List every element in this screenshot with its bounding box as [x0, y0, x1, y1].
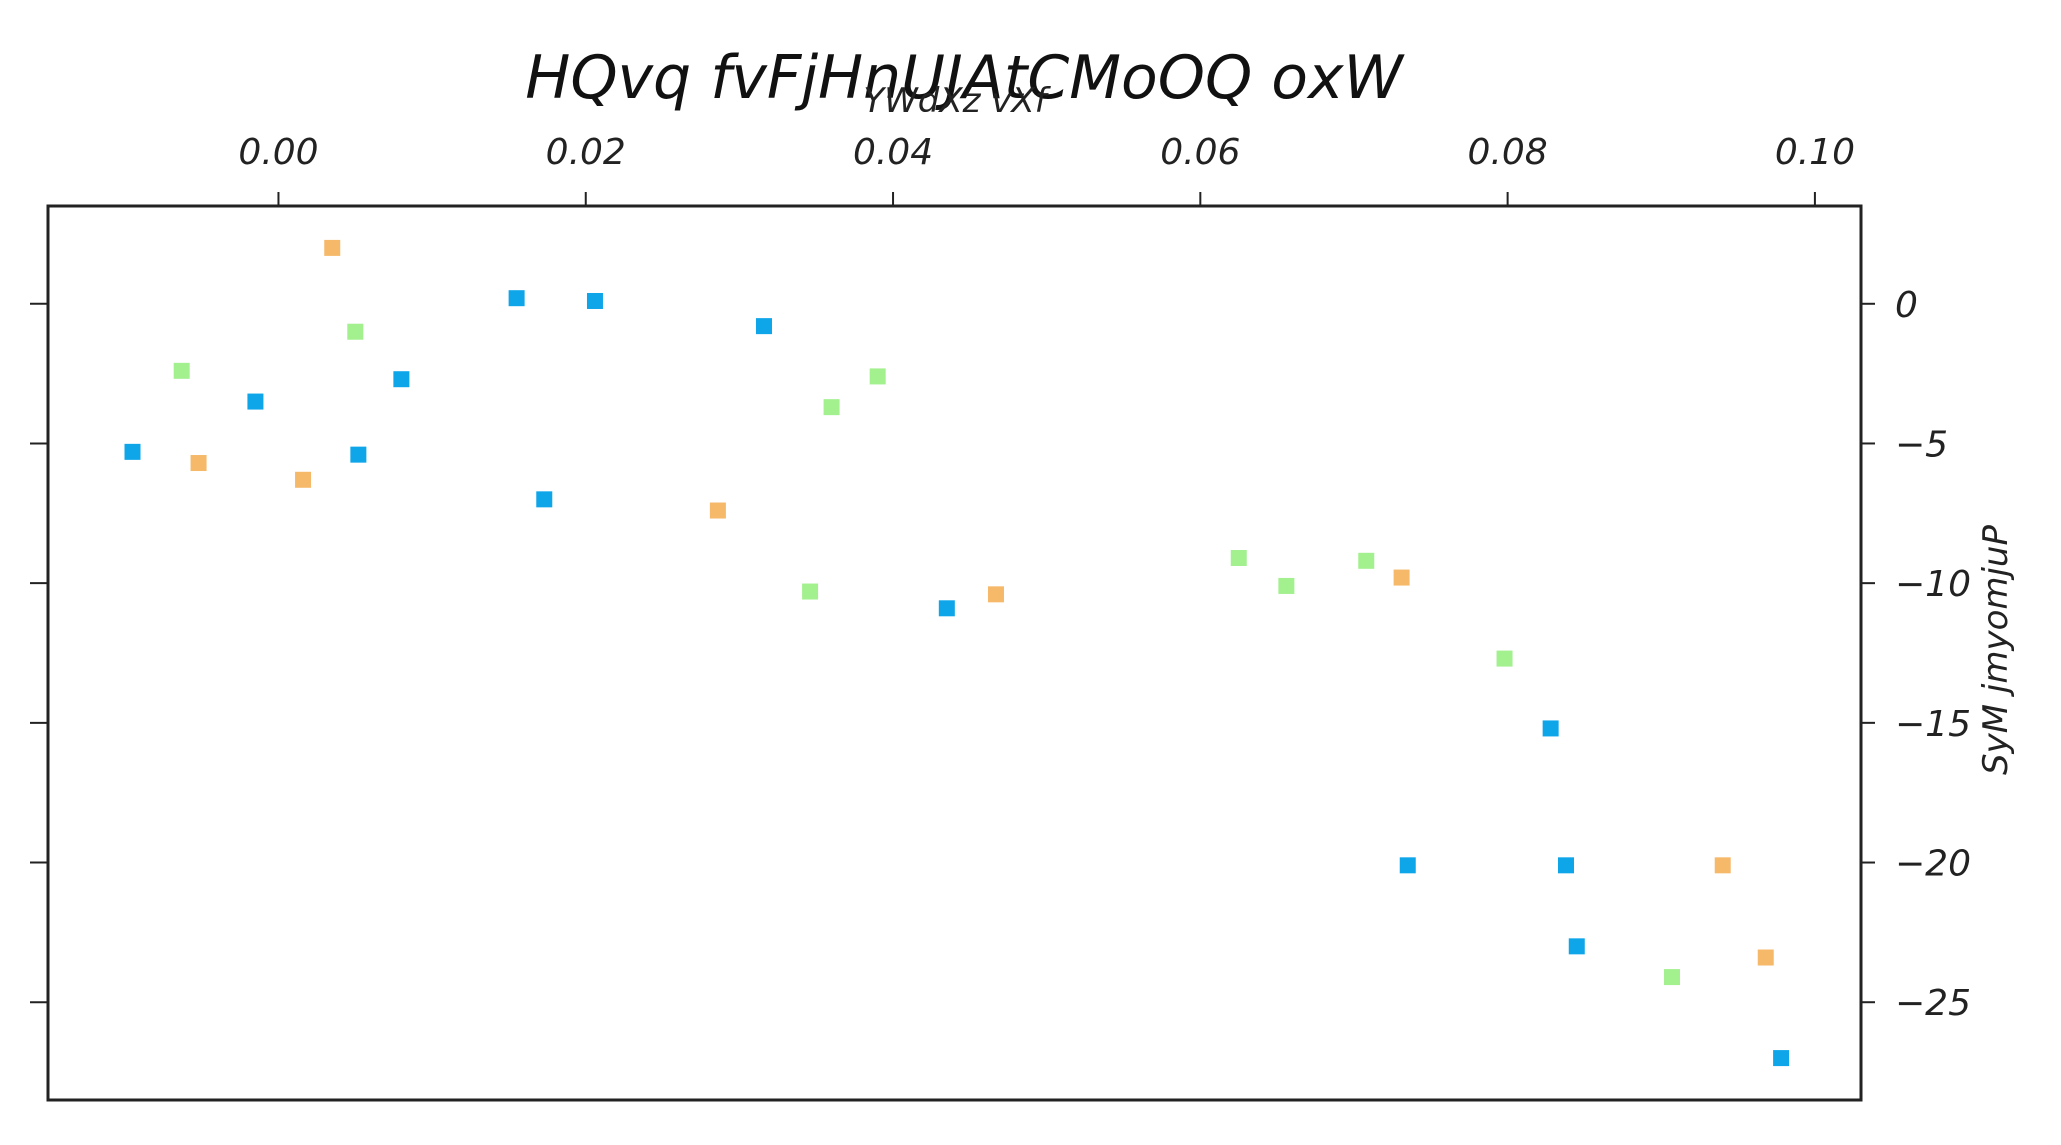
chart-title: HQvq fvFjHnUJAtCMoOQ oxW: [525, 43, 1405, 113]
data-point-series-1: [755, 318, 772, 335]
data-point-series-3: [173, 362, 190, 379]
data-point-series-1: [1399, 857, 1416, 874]
data-point-series-1: [1568, 938, 1585, 955]
data-point-series-1: [586, 292, 603, 309]
y-tick-label: −5: [1895, 424, 1948, 465]
data-points: [124, 239, 1790, 1067]
data-point-series-3: [1664, 969, 1681, 986]
y-tick-label: −25: [1895, 983, 1971, 1024]
data-point-series-1: [536, 491, 553, 508]
data-point-series-3: [347, 323, 364, 340]
x-tick-label: 0.00: [238, 132, 318, 173]
data-point-series-3: [802, 583, 819, 600]
x-tick-label: 0.08: [1468, 132, 1548, 173]
y-tick-label: −20: [1895, 844, 1971, 885]
data-point-series-1: [938, 600, 955, 617]
data-point-series-1: [508, 290, 525, 307]
data-point-series-3: [869, 368, 886, 385]
x-axis-label: YWdXz vXf: [863, 81, 1051, 121]
data-point-series-2: [1757, 949, 1774, 966]
data-point-series-2: [1393, 569, 1410, 586]
data-point-series-1: [1773, 1050, 1790, 1067]
data-point-series-2: [324, 239, 341, 256]
data-point-series-3: [1496, 650, 1513, 667]
data-point-series-2: [295, 471, 312, 488]
data-point-series-2: [709, 502, 726, 519]
data-point-series-2: [987, 586, 1004, 603]
data-point-series-2: [190, 455, 207, 472]
data-point-series-1: [350, 446, 367, 463]
y-tick-label: 0: [1895, 285, 1918, 326]
data-point-series-1: [124, 443, 141, 460]
y-axis-label: SyM jmyomjuP: [1976, 525, 2016, 775]
x-tick-label: 0.04: [853, 132, 933, 173]
data-point-series-3: [823, 399, 840, 416]
x-tick-label: 0.06: [1160, 132, 1240, 173]
data-point-series-1: [247, 393, 264, 410]
y-tick-label: −10: [1895, 564, 1971, 605]
data-point-series-2: [1714, 857, 1731, 874]
data-point-series-1: [1542, 720, 1559, 737]
x-tick-label: 0.02: [546, 132, 626, 173]
data-point-series-3: [1358, 552, 1375, 569]
x-tick-label: 0.10: [1775, 132, 1855, 173]
data-point-series-3: [1230, 550, 1247, 567]
y-tick-label: −15: [1895, 704, 1971, 745]
data-point-series-1: [393, 371, 410, 388]
data-point-series-1: [1558, 857, 1575, 874]
axis-ticks: 0.00 0.02 0.04 0.06 0.08 0.10 0 −5 −10 −15 −20 −25: [30, 132, 1971, 1024]
plot-frame: [46, 204, 1863, 1102]
data-point-series-3: [1278, 577, 1295, 594]
